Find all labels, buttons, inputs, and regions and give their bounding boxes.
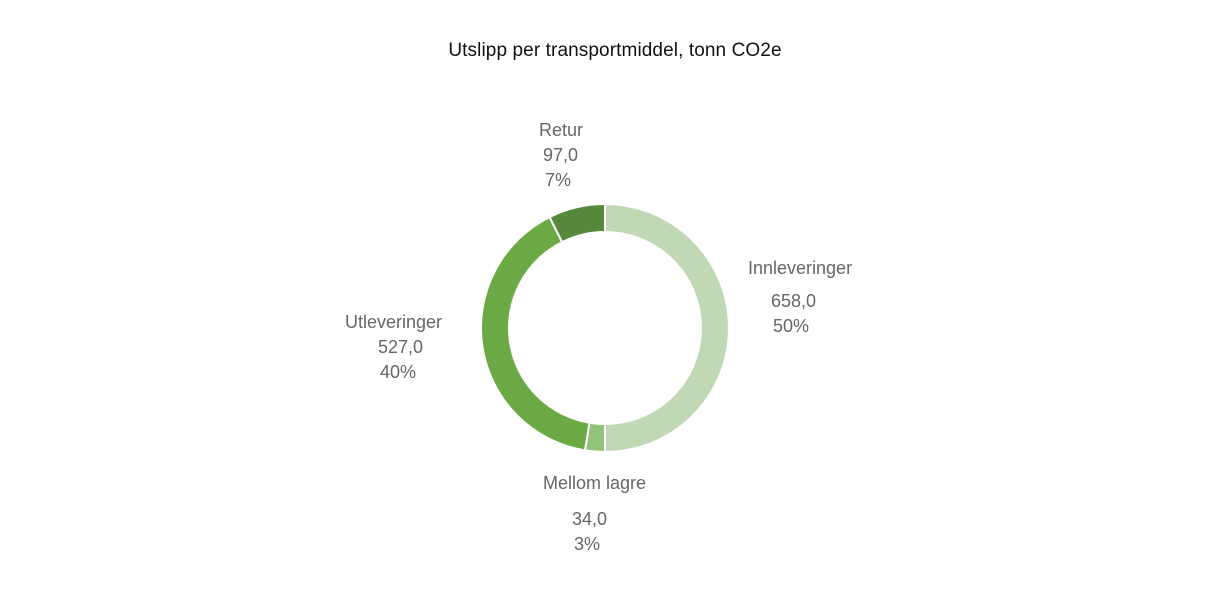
label-utleveringer-name: Utleveringer (345, 312, 443, 332)
label-mellom-lagre-percent: 3% (574, 534, 601, 554)
label-innleveringer: Innleveringer 658,0 50% (748, 256, 852, 339)
label-mellom-lagre: Mellom lagre 34,0 3% (543, 471, 646, 557)
label-retur-value: 97,0 (543, 145, 579, 165)
label-utleveringer-value: 527,0 (378, 337, 424, 357)
slice-utleveringer (480, 215, 591, 452)
label-retur-name: Retur (539, 120, 584, 140)
label-retur: Retur 97,0 7% (539, 118, 583, 193)
label-mellom-lagre-name: Mellom lagre (543, 473, 647, 493)
label-innleveringer-percent: 50% (773, 316, 810, 336)
label-innleveringer-name: Innleveringer (748, 258, 853, 278)
label-utleveringer: Utleveringer 527,0 40% (345, 310, 442, 385)
slice-innleveringer (604, 202, 730, 454)
slice-retur (548, 202, 606, 244)
label-retur-percent: 7% (545, 170, 572, 190)
chart-title: Utslipp per transportmiddel, tonn CO2e (448, 40, 782, 61)
label-mellom-lagre-value: 34,0 (572, 509, 608, 529)
label-utleveringer-percent: 40% (380, 362, 417, 382)
label-innleveringer-value: 658,0 (771, 291, 817, 311)
